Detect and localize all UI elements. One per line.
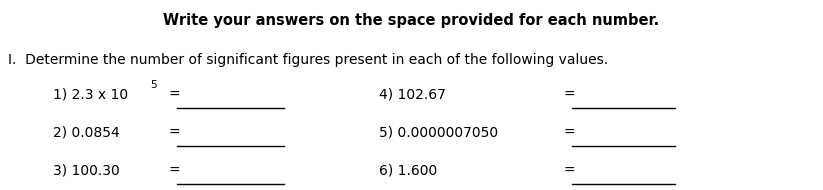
Text: I.  Determine the number of significant figures present in each of the following: I. Determine the number of significant f…	[8, 53, 608, 67]
Text: Write your answers on the space provided for each number.: Write your answers on the space provided…	[164, 13, 659, 28]
Text: =: =	[169, 88, 180, 102]
Text: 1) 2.3 x 10: 1) 2.3 x 10	[53, 88, 128, 102]
Text: 6) 1.600: 6) 1.600	[379, 164, 437, 178]
Text: 4) 102.67: 4) 102.67	[379, 88, 445, 102]
Text: =: =	[564, 126, 575, 140]
Text: 5) 0.0000007050: 5) 0.0000007050	[379, 126, 498, 140]
Text: =: =	[564, 88, 575, 102]
Text: 2) 0.0854: 2) 0.0854	[53, 126, 120, 140]
Text: =: =	[169, 164, 180, 178]
Text: =: =	[564, 164, 575, 178]
Text: 5: 5	[151, 80, 157, 89]
Text: =: =	[169, 126, 180, 140]
Text: 3) 100.30: 3) 100.30	[53, 164, 120, 178]
